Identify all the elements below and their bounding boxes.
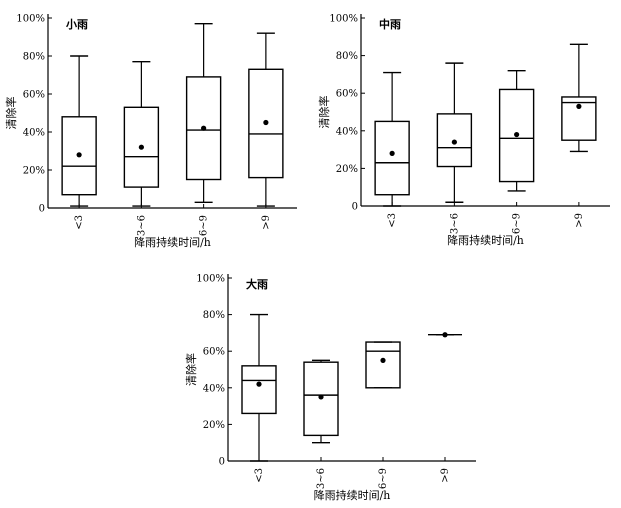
box-1 [374,71,410,207]
box-2 [303,359,339,444]
mean-point [380,357,386,363]
x-tick-label: <3 [254,468,265,483]
iqr-box [436,113,473,168]
panel-title: 大雨 [246,277,268,291]
y-tick-label: 20% [336,164,358,175]
x-axis-title: 降雨持续时间/h [314,488,391,502]
mean-point [514,131,520,138]
x-tick-label: 3~6 [449,213,460,234]
y-tick-label: 60% [23,90,45,101]
panel-title: 小雨 [65,17,88,31]
y-tick-label: 60% [336,89,358,100]
y-axis-title: 清除率 [4,97,18,130]
x-tick-label: 6~9 [378,468,389,489]
x-axis-title: 降雨持续时间/h [447,233,524,247]
x-tick-label: 3~6 [316,468,327,489]
x-tick-label: 3~6 [136,215,147,236]
y-tick-label: 0 [352,202,358,213]
box-2 [123,61,160,207]
box-3 [365,341,401,389]
x-tick-label: 6~9 [512,213,523,234]
box-3 [498,69,535,192]
y-tick-label: 100% [329,14,358,25]
y-tick-label: 40% [203,383,225,394]
mean-point [138,144,144,150]
y-tick-label: 100% [16,14,45,25]
mean-point [318,394,324,400]
mean-point [263,119,269,126]
iqr-box [185,76,222,181]
box-1 [241,313,277,462]
y-axis-title: 清除率 [184,353,198,386]
y-tick-label: 20% [23,166,45,177]
x-axis-title: 降雨持续时间/h [134,235,211,249]
mean-point [389,150,395,156]
x-tick-label: >9 [440,468,451,483]
y-tick-label: 0 [39,204,45,215]
iqr-box [374,120,410,196]
box-3 [185,23,222,204]
box-4 [428,332,462,338]
x-tick-label: >9 [574,213,585,228]
mean-point [442,332,448,338]
x-tick-label: <3 [387,213,398,228]
iqr-box [498,88,535,183]
y-tick-label: 80% [336,51,358,62]
y-tick-label: 60% [203,347,225,358]
iqr-box [241,365,277,415]
y-tick-label: 80% [23,52,45,63]
mean-point [201,125,207,131]
mean-point [76,152,82,158]
y-tick-label: 80% [203,310,225,321]
iqr-box [303,361,339,437]
x-tick-label: <3 [74,215,85,230]
y-axis-title: 清除率 [317,96,331,129]
y-tick-label: 20% [203,420,225,431]
x-tick-label: >9 [261,215,272,230]
y-tick-label: 40% [336,126,358,137]
iqr-box [365,341,401,389]
box-4 [248,32,284,207]
box-2 [436,62,473,203]
mean-point [256,381,262,387]
y-tick-label: 100% [196,274,225,285]
y-tick-label: 40% [23,128,45,139]
iqr-box [561,96,597,141]
box-4 [561,43,597,153]
y-tick-label: 0 [219,457,225,468]
iqr-box [61,116,97,196]
panel-title: 中雨 [379,17,401,31]
box-1 [61,55,97,207]
mean-point [576,103,582,109]
x-tick-label: 6~9 [199,215,210,236]
mean-point [451,139,457,145]
iqr-box [248,68,284,179]
iqr-box [123,106,160,188]
